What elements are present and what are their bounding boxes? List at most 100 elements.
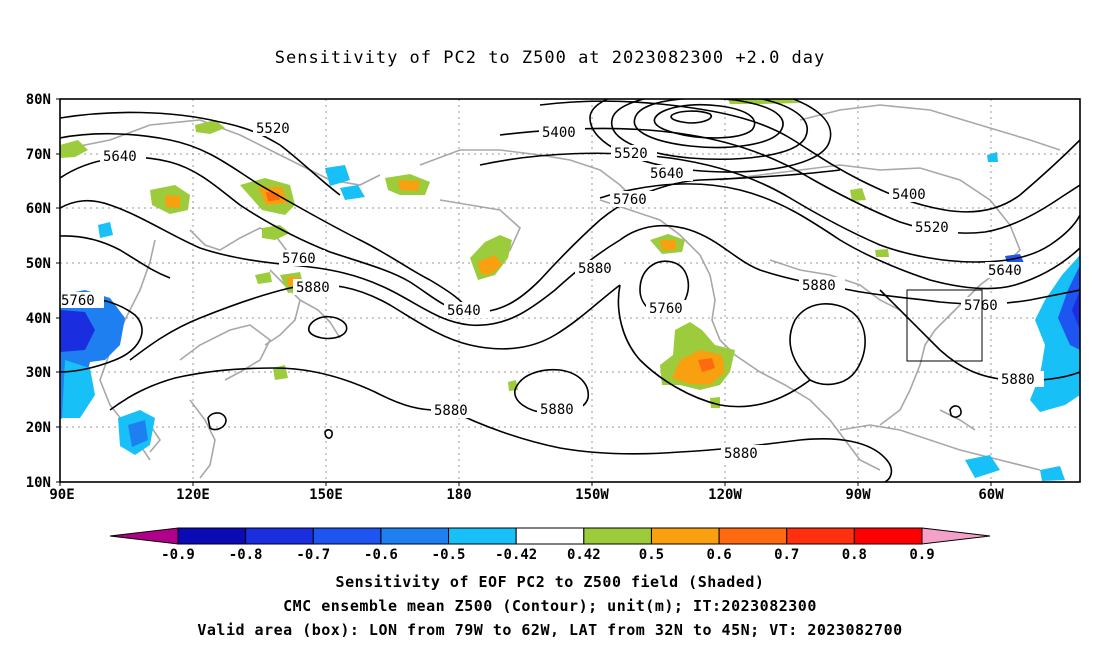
shade-positive-f xyxy=(255,272,272,284)
contour-label: 5880 xyxy=(434,403,468,419)
colorbar-label: -0.8 xyxy=(229,547,263,563)
shade-negative-dot xyxy=(987,152,998,162)
shade-negative-east-core xyxy=(1058,265,1080,350)
contour-label: 5880 xyxy=(540,402,574,418)
colorbar-segment xyxy=(718,527,788,545)
longitude-labels: 90E 120E 150E 180 150W 120W 90W 60W xyxy=(49,487,1004,503)
colorbar-label: 0.6 xyxy=(706,547,731,563)
shade-negative-west-light xyxy=(62,360,95,418)
lat-label: 80N xyxy=(26,92,51,108)
lat-label: 40N xyxy=(26,311,51,327)
shade-negative-west-core xyxy=(60,310,95,352)
coastlines xyxy=(60,104,1061,479)
colorbar-segment xyxy=(853,527,923,545)
shade-negative-se-b xyxy=(1040,466,1065,481)
colorbar-segment xyxy=(177,527,247,545)
lon-label: 120E xyxy=(176,487,210,503)
colorbar-segment xyxy=(448,527,517,545)
colorbar-label: -0.9 xyxy=(161,547,195,563)
shade-positive-nw xyxy=(60,140,88,158)
shade-negative-small-a xyxy=(98,222,113,238)
shade-negative-small-c xyxy=(340,185,365,200)
colorbar-segment xyxy=(380,527,450,545)
lon-label: 90E xyxy=(49,487,74,503)
lat-label: 30N xyxy=(26,365,51,381)
colorbar-segment xyxy=(583,527,652,545)
contour-label: 5880 xyxy=(802,278,836,294)
colorbar-label: 0.9 xyxy=(909,547,934,563)
contour-labels: 5520 5640 5400 5520 5640 5760 5400 5520 … xyxy=(58,120,1044,462)
shade-positive-i-core xyxy=(660,240,676,250)
contour-label: 5760 xyxy=(282,251,316,267)
lon-label: 90W xyxy=(845,487,871,503)
chart-title: Sensitivity of PC2 to Z500 at 2023082300… xyxy=(274,48,826,68)
shade-positive-k xyxy=(728,99,800,104)
latitude-labels: 80N 70N 60N 50N 40N 30N 20N 10N xyxy=(26,92,51,491)
contour-label: 5880 xyxy=(296,280,330,296)
valid-area-box xyxy=(906,289,983,362)
contour-label: 5640 xyxy=(650,166,684,182)
contour-label: 5520 xyxy=(256,121,290,137)
contour-label: 5880 xyxy=(724,446,758,462)
contour-label: 5640 xyxy=(447,303,481,319)
colorbar-label: -0.5 xyxy=(432,547,466,563)
caption-line-3: Valid area (box): LON from 79W to 62W, L… xyxy=(197,621,903,639)
colorbar-label: -0.6 xyxy=(364,547,398,563)
contour-label: 5640 xyxy=(103,149,137,165)
shade-positive-c-core xyxy=(398,180,420,191)
colorbar-label: 0.42 xyxy=(567,547,601,563)
contour-label: 5520 xyxy=(614,146,648,162)
colorbar-label: -0.42 xyxy=(495,547,537,563)
shade-positive-e xyxy=(262,225,290,240)
shade-negative-sw-core xyxy=(128,420,148,447)
contour-label: 5880 xyxy=(578,261,612,277)
shade-positive-p xyxy=(875,249,889,257)
shade-negative-east-deep xyxy=(1072,290,1080,330)
colorbar-extend-high xyxy=(921,527,991,545)
colorbar-segment xyxy=(312,527,382,545)
shade-negative-small-b xyxy=(325,165,350,186)
z500-contours xyxy=(60,99,1080,482)
contour-label: 5520 xyxy=(915,220,949,236)
lat-label: 60N xyxy=(26,201,51,217)
contour-label: 5400 xyxy=(542,125,576,141)
lon-label: 60W xyxy=(978,487,1004,503)
lon-label: 150W xyxy=(575,487,609,503)
shade-positive-l xyxy=(850,188,866,201)
contour-label: 5760 xyxy=(613,192,647,208)
colorbar xyxy=(109,527,991,545)
colorbar-label: 0.5 xyxy=(639,547,664,563)
caption-line-2: CMC ensemble mean Z500 (Contour); unit(m… xyxy=(283,597,817,615)
shade-positive-n xyxy=(710,397,720,408)
lon-label: 180 xyxy=(446,487,471,503)
contour-label: 5760 xyxy=(964,298,998,314)
shade-positive-d xyxy=(195,120,225,134)
contour-label: 5760 xyxy=(649,301,683,317)
colorbar-segment xyxy=(515,527,585,545)
lon-label: 150E xyxy=(309,487,343,503)
colorbar-segment xyxy=(786,527,855,545)
colorbar-labels: -0.9 -0.8 -0.7 -0.6 -0.5 -0.42 0.42 0.5 0.6 0.7 0.… xyxy=(161,547,935,563)
shade-negative-se-a xyxy=(965,455,1000,478)
colorbar-label: 0.7 xyxy=(774,547,799,563)
lat-label: 20N xyxy=(26,420,51,436)
lat-label: 70N xyxy=(26,147,51,163)
map-frame xyxy=(59,98,1081,483)
lat-label: 10N xyxy=(26,475,51,491)
shade-positive-h-core xyxy=(478,255,502,275)
contour-label: 5400 xyxy=(892,187,926,203)
contour-label: 5760 xyxy=(61,293,95,309)
colorbar-segment xyxy=(245,527,314,545)
colorbar-extend-low xyxy=(109,527,179,545)
lat-label: 50N xyxy=(26,256,51,272)
colorbar-label: -0.7 xyxy=(296,547,330,563)
contour-label: 5880 xyxy=(1001,372,1035,388)
colorbar-label: 0.8 xyxy=(842,547,867,563)
axis-ticks xyxy=(56,98,992,486)
contour-label: 5640 xyxy=(988,263,1022,279)
lon-label: 120W xyxy=(708,487,742,503)
shade-positive-a-core xyxy=(165,195,180,208)
colorbar-segment xyxy=(650,527,720,545)
caption-line-1: Sensitivity of EOF PC2 to Z500 field (Sh… xyxy=(335,573,765,591)
